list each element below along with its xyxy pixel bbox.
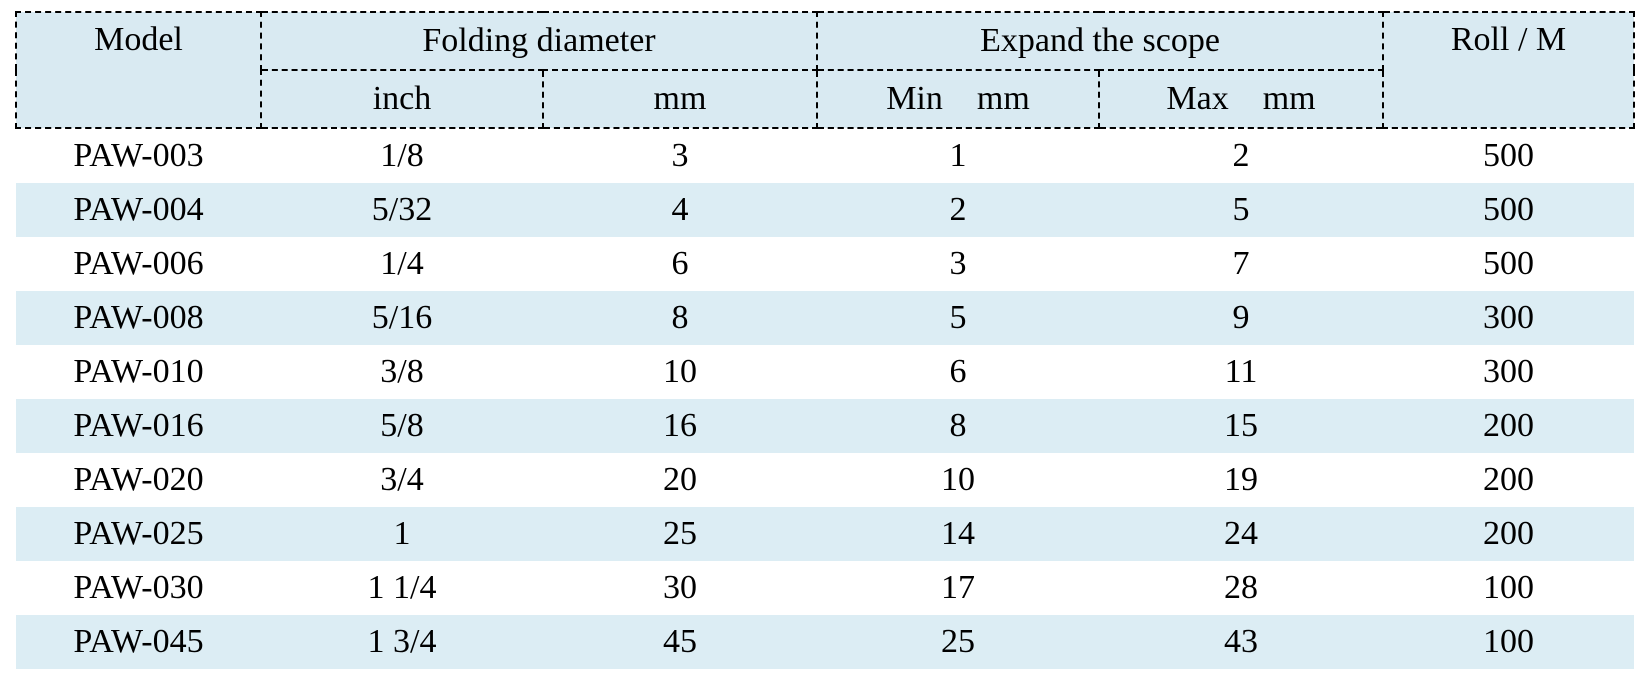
cell-model: PAW-010 — [73, 353, 204, 390]
cell-folding-inch: 3/8 — [380, 353, 424, 390]
cell-max-mm: 5 — [1232, 191, 1250, 228]
cell-folding-mm: 20 — [663, 461, 697, 498]
cell-min-mm: 5 — [949, 299, 967, 336]
cell-roll: 500 — [1483, 137, 1534, 174]
cell-folding-mm: 16 — [663, 407, 697, 444]
cell-roll: 500 — [1483, 191, 1534, 228]
cell-max-mm: 9 — [1232, 299, 1250, 336]
cell-model: PAW-006 — [73, 245, 204, 282]
cell-folding-inch: 5/16 — [371, 299, 433, 336]
table-row: PAW-010 3/8 10 6 11 300 — [16, 345, 1634, 399]
cell-model: PAW-045 — [73, 623, 204, 660]
cell-folding-mm: 3 — [671, 137, 689, 174]
cell-model: PAW-030 — [73, 569, 204, 606]
table-row: PAW-030 1 1/4 30 17 28 100 — [16, 561, 1634, 615]
table-row: PAW-008 5/16 8 5 9 300 — [16, 291, 1634, 345]
cell-folding-inch: 5/8 — [380, 407, 424, 444]
cell-max-mm: 11 — [1224, 353, 1258, 390]
header-folding-diameter: Folding diameter — [260, 11, 818, 71]
cell-min-mm: 25 — [941, 623, 975, 660]
cell-roll: 200 — [1483, 461, 1534, 498]
cell-folding-inch: 1/8 — [380, 137, 424, 174]
table-row: PAW-016 5/8 16 8 15 200 — [16, 399, 1634, 453]
cell-roll: 100 — [1483, 623, 1534, 660]
table-row: PAW-003 1/8 3 1 2 500 — [16, 128, 1634, 183]
cell-model: PAW-003 — [73, 137, 204, 174]
cell-folding-inch: 1/4 — [380, 245, 424, 282]
cell-model: PAW-008 — [73, 299, 204, 336]
cell-min-mm: 6 — [949, 353, 967, 390]
cell-roll: 200 — [1483, 407, 1534, 444]
cell-roll: 300 — [1483, 299, 1534, 336]
cell-max-mm: 24 — [1224, 515, 1258, 552]
cell-folding-mm: 45 — [663, 623, 697, 660]
table-row: PAW-006 1/4 6 3 7 500 — [16, 237, 1634, 291]
table-row: PAW-004 5/32 4 2 5 500 — [16, 183, 1634, 237]
table-header: Model Folding diameter Expand the scope … — [15, 11, 1635, 129]
cell-roll: 200 — [1483, 515, 1534, 552]
cell-min-mm: 17 — [941, 569, 975, 606]
cell-max-mm: 15 — [1224, 407, 1258, 444]
cell-min-mm: 1 — [949, 137, 967, 174]
cell-folding-mm: 8 — [671, 299, 689, 336]
cell-folding-mm: 6 — [671, 245, 689, 282]
table-row: PAW-025 1 25 14 24 200 — [16, 507, 1634, 561]
header-max-mm: Max mm — [1098, 69, 1384, 129]
cell-folding-mm: 25 — [663, 515, 697, 552]
cell-model: PAW-016 — [73, 407, 204, 444]
cell-model: PAW-004 — [73, 191, 204, 228]
header-expand-scope: Expand the scope — [816, 11, 1384, 71]
header-roll-per-m: Roll / M — [1382, 11, 1635, 129]
cell-folding-mm: 10 — [663, 353, 697, 390]
cell-min-mm: 3 — [949, 245, 967, 282]
table-row: PAW-045 1 3/4 45 25 43 100 — [16, 615, 1634, 669]
cell-folding-inch: 5/32 — [371, 191, 433, 228]
header-row-1: Model Folding diameter Expand the scope … — [15, 11, 1635, 129]
cell-min-mm: 2 — [949, 191, 967, 228]
cell-model: PAW-025 — [73, 515, 204, 552]
cell-folding-mm: 30 — [663, 569, 697, 606]
cell-min-mm: 10 — [941, 461, 975, 498]
table-row: PAW-020 3/4 20 10 19 200 — [16, 453, 1634, 507]
header-model: Model — [15, 11, 262, 129]
cell-folding-inch: 3/4 — [380, 461, 424, 498]
cell-max-mm: 19 — [1224, 461, 1258, 498]
product-spec-table: Model Folding diameter Expand the scope … — [15, 11, 1635, 669]
cell-max-mm: 7 — [1232, 245, 1250, 282]
cell-min-mm: 8 — [949, 407, 967, 444]
table-body: PAW-003 1/8 3 1 2 500 PAW-004 5/32 4 2 5… — [16, 128, 1634, 669]
cell-folding-inch: 1 3/4 — [367, 623, 437, 660]
cell-roll: 100 — [1483, 569, 1534, 606]
cell-model: PAW-020 — [73, 461, 204, 498]
header-inch: inch — [260, 69, 544, 129]
cell-roll: 300 — [1483, 353, 1534, 390]
header-min-mm: Min mm — [816, 69, 1100, 129]
cell-folding-inch: 1 — [393, 515, 411, 552]
cell-max-mm: 28 — [1224, 569, 1258, 606]
cell-max-mm: 43 — [1224, 623, 1258, 660]
cell-folding-inch: 1 1/4 — [367, 569, 437, 606]
header-mm: mm — [542, 69, 818, 129]
header-row-2: inch mm Min mm Max mm — [16, 69, 1634, 129]
cell-max-mm: 2 — [1232, 137, 1250, 174]
cell-min-mm: 14 — [941, 515, 975, 552]
cell-roll: 500 — [1483, 245, 1534, 282]
cell-folding-mm: 4 — [671, 191, 689, 228]
